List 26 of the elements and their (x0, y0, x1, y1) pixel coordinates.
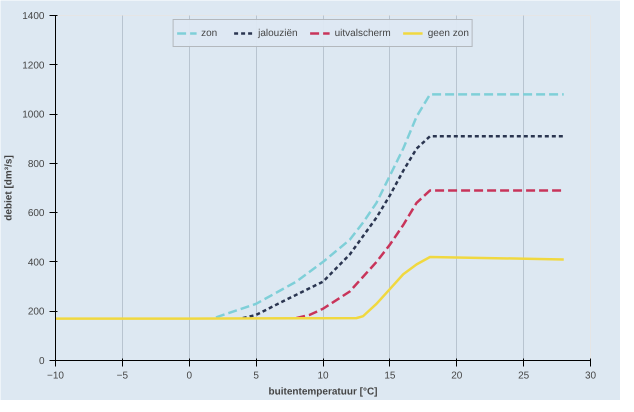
x-tick-label: −10 (47, 370, 64, 382)
y-tick-label: 600 (28, 208, 45, 220)
x-tick-label: 30 (584, 370, 596, 382)
x-tick-label: 15 (384, 370, 396, 382)
y-axis-title: debiet [dm³/s] (3, 155, 14, 221)
x-tick-label: 10 (317, 370, 329, 382)
x-tick-label: −5 (116, 370, 129, 382)
x-tick-label: 20 (451, 370, 463, 382)
legend-label: geen zon (428, 28, 469, 38)
y-tick-label: 1400 (22, 11, 45, 22)
y-tick-label: 0 (38, 356, 45, 367)
y-tick-label: 1000 (22, 110, 45, 121)
line-series (214, 93, 565, 319)
x-tick-label: 0 (186, 370, 192, 382)
x-tick-label: 25 (518, 370, 530, 382)
y-tick-label: 800 (28, 158, 45, 170)
line-series (242, 135, 565, 320)
y-tick-label: 400 (28, 257, 45, 268)
legend-label: zon (201, 28, 218, 38)
legend-label: uitvalscherm (334, 28, 391, 38)
line-series (56, 256, 565, 320)
x-tick-label: 5 (253, 370, 260, 382)
x-axis-title: buitentemperatuur [°C] (268, 386, 378, 398)
legend-label: jalouziën (258, 28, 298, 38)
y-tick-label: 200 (28, 306, 45, 318)
y-tick-label: 1200 (22, 60, 45, 72)
